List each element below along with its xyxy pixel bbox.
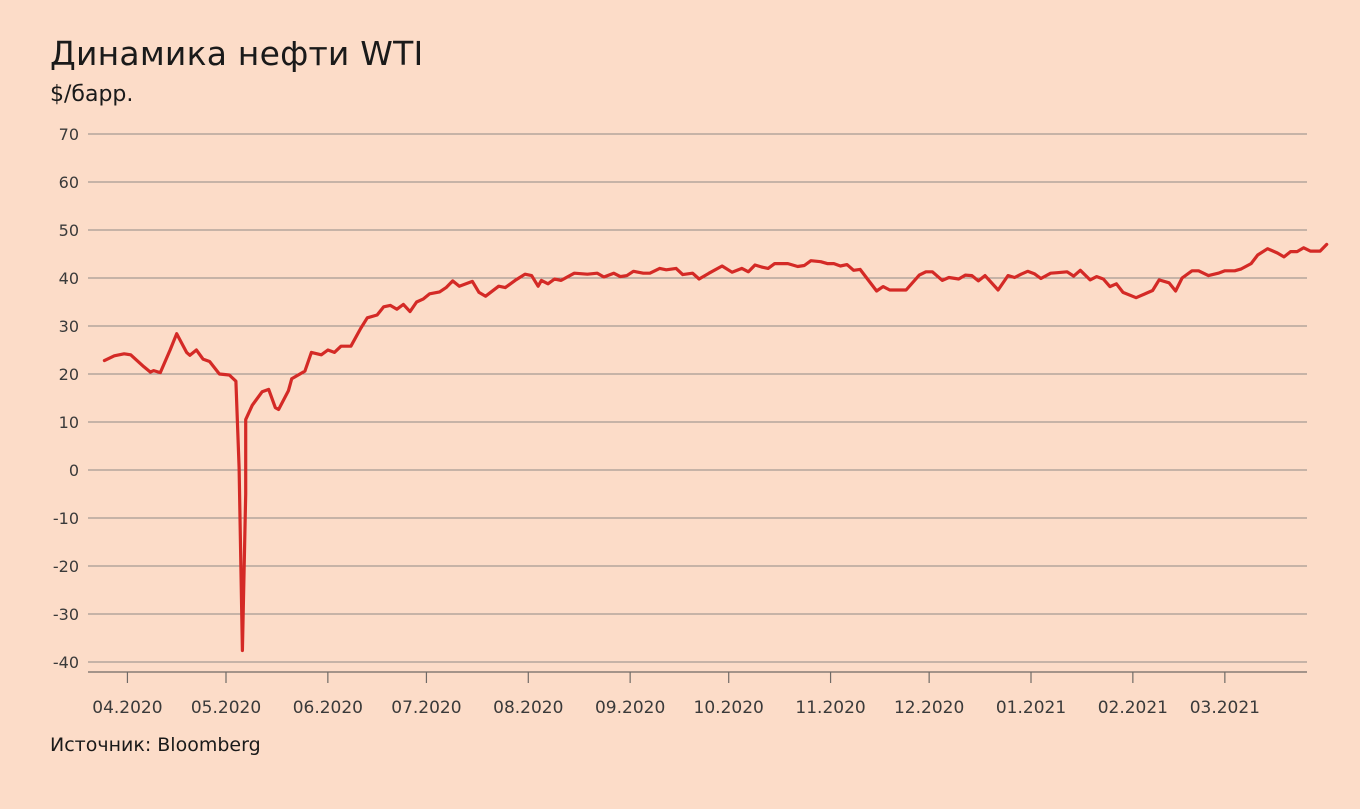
x-tick-label: 11.2020: [795, 698, 865, 718]
x-tick-label: 12.2020: [894, 698, 964, 718]
x-tick-label: 02.2021: [1098, 698, 1168, 718]
y-tick-label: 10: [59, 413, 79, 432]
x-tick-label: 06.2020: [293, 698, 363, 718]
y-tick-label: -10: [53, 509, 79, 528]
source-note: Источник: Bloomberg: [50, 734, 261, 756]
x-axis: [88, 671, 1307, 683]
x-tick-label: 04.2020: [92, 698, 162, 718]
y-tick-label: -40: [53, 653, 79, 672]
y-axis-labels: -40 -30 -20 -10 0 10 20 30 40 50 60 70: [53, 125, 79, 672]
y-tick-label: 70: [59, 125, 79, 144]
x-tick-label: 08.2020: [493, 698, 563, 718]
x-tick-label: 05.2020: [191, 698, 261, 718]
x-tick-label: 10.2020: [694, 698, 764, 718]
y-tick-label: -20: [53, 557, 79, 576]
x-tick-label: 01.2021: [996, 698, 1066, 718]
x-tick-label: 07.2020: [391, 698, 461, 718]
x-tick-label: 03.2021: [1190, 698, 1260, 718]
y-tick-label: 40: [59, 269, 79, 288]
y-gridlines: [88, 133, 1307, 663]
y-tick-label: 30: [59, 317, 79, 336]
y-tick-label: 60: [59, 173, 79, 192]
chart-subtitle: $/барр.: [50, 82, 134, 107]
chart-title: Динамика нефти WTI: [50, 34, 424, 73]
x-tick-label: 09.2020: [595, 698, 665, 718]
x-axis-labels: 04.2020 05.2020 06.2020 07.2020 08.2020 09.20…: [92, 698, 1260, 718]
y-tick-label: 0: [69, 461, 79, 480]
wti-price-line: [102, 242, 1329, 653]
y-tick-label: 20: [59, 365, 79, 384]
series-group: [102, 242, 1329, 653]
y-tick-label: -30: [53, 605, 79, 624]
y-tick-label: 50: [59, 221, 79, 240]
